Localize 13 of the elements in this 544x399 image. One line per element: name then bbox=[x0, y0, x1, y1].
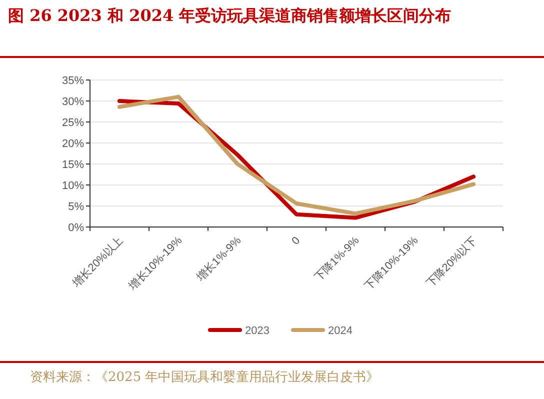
legend-label: 2024 bbox=[328, 325, 352, 337]
y-tick-label: 15% bbox=[62, 159, 84, 171]
y-tick-label: 0% bbox=[68, 222, 84, 234]
y-tick-label: 20% bbox=[62, 138, 84, 150]
y-tick-label: 5% bbox=[68, 201, 84, 213]
y-tick-label: 30% bbox=[62, 96, 84, 108]
title: 图 26 2023 和 2024 年受访玩具渠道商销售额增长区间分布 bbox=[8, 5, 452, 27]
legend-label: 2023 bbox=[245, 325, 270, 337]
y-tick-label: 10% bbox=[62, 180, 84, 192]
annotation: 资料来源：《2025 年中国玩具和婴童用品行业发展白皮书》 bbox=[30, 369, 380, 386]
y-tick-label: 25% bbox=[62, 117, 84, 129]
x-tick-label: 0 bbox=[290, 234, 303, 248]
y-tick-label: 35% bbox=[62, 75, 84, 87]
